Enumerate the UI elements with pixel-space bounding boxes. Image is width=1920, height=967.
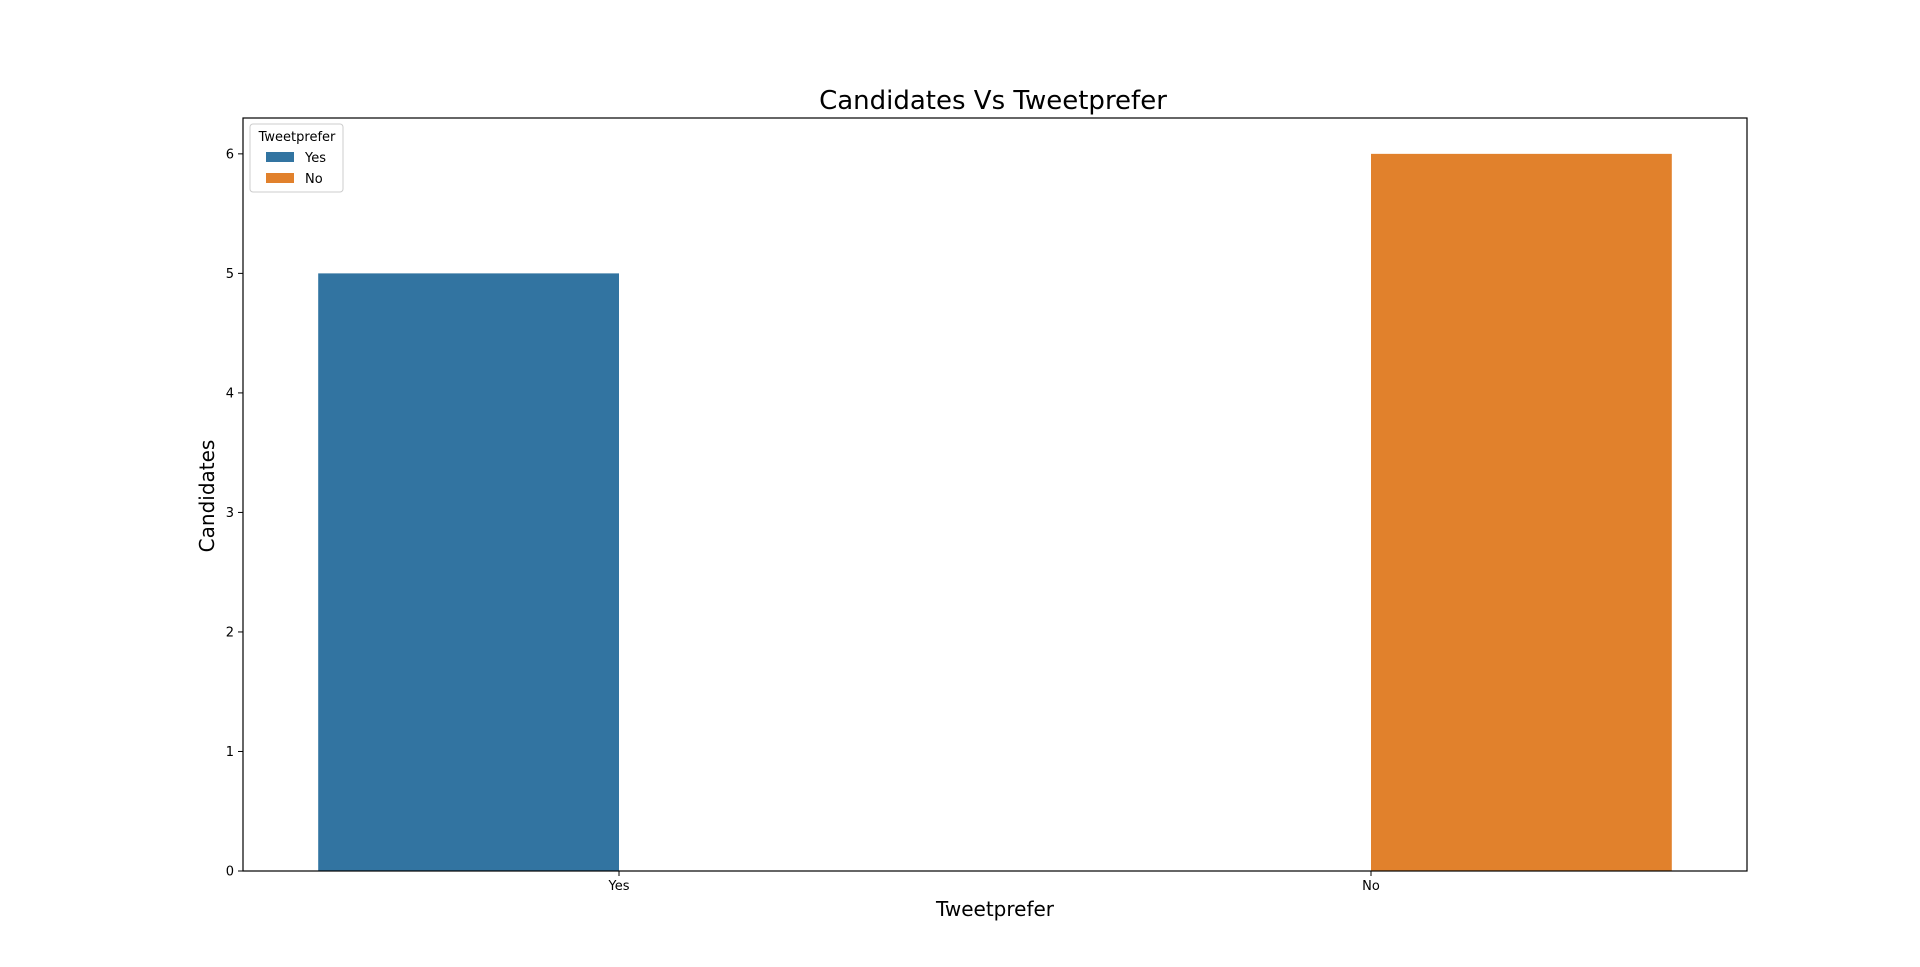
y-axis-label: Candidates <box>195 440 219 553</box>
legend-label-yes: Yes <box>304 151 326 166</box>
y-tick-label: 3 <box>226 506 234 521</box>
legend-label-no: No <box>305 172 323 187</box>
legend: Tweetprefer Yes No <box>249 123 344 193</box>
plot-frame <box>242 117 1748 872</box>
x-axis-label: Tweetprefer <box>935 897 1055 921</box>
y-tick-label: 4 <box>226 386 234 401</box>
y-axis-ticks: 0 1 2 3 4 5 6 <box>226 147 243 880</box>
legend-swatch-yes <box>266 152 294 162</box>
chart-title: Candidates Vs Tweetprefer <box>819 86 1167 116</box>
x-tick-label-yes: Yes <box>608 879 630 894</box>
legend-title: Tweetprefer <box>258 130 336 145</box>
bar-yes-yes <box>318 273 619 871</box>
y-tick-label: 5 <box>226 267 234 282</box>
x-axis-ticks: Yes No <box>608 871 1380 894</box>
plot-area: 0 1 2 3 4 5 6 Yes No <box>226 117 1748 894</box>
legend-entries: Yes No <box>266 151 326 187</box>
y-tick-label: 0 <box>226 865 234 880</box>
y-tick-label: 2 <box>226 625 234 640</box>
bars <box>318 153 1672 871</box>
legend-swatch-no <box>266 173 294 183</box>
y-tick-label: 1 <box>226 745 234 760</box>
y-tick-label: 6 <box>226 147 234 162</box>
x-tick-label-no: No <box>1362 879 1380 894</box>
bar-no-no <box>1371 153 1672 871</box>
